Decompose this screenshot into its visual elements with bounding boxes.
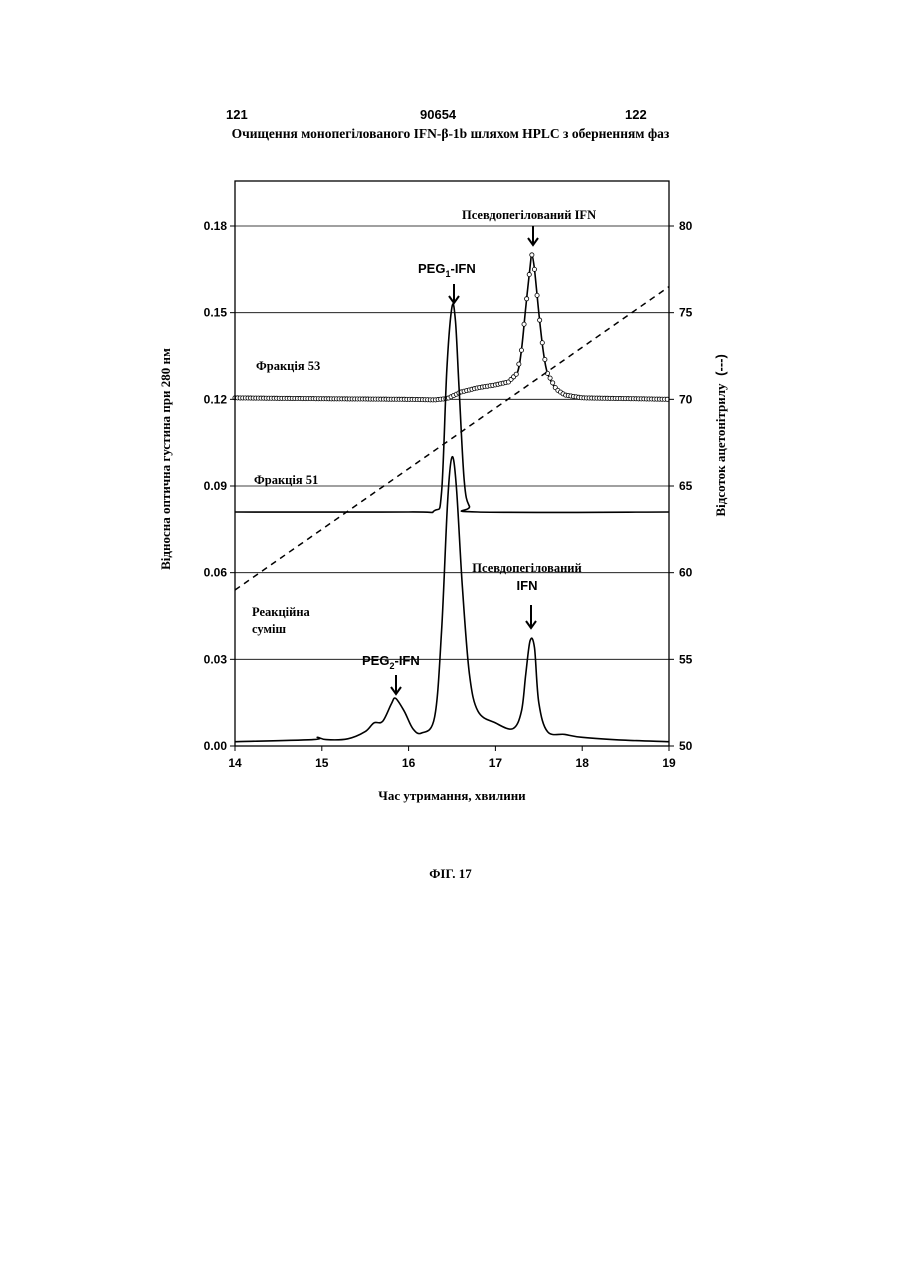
x-tick-label: 16 [402,756,416,770]
y-left-tick-label: 0.06 [204,566,228,580]
y-right-tick-label: 80 [679,219,693,233]
y-right-axis-title: Відсоток ацетонітрилу [713,383,728,517]
label-fraction-51: Фракція 51 [254,473,318,487]
series-0-line [235,255,669,400]
label-peg1-ifn: PEG1-IFN [418,261,476,279]
arrow-pseudo-top [528,226,538,245]
y-right-tick-label: 75 [679,306,693,320]
label-pseudo-ifn-bottom-line2: IFN [517,578,538,593]
y-left-tick-label: 0.00 [204,739,228,753]
label-pseudo-ifn-bottom-line1: Псевдопегілований [472,561,581,575]
grid [235,226,669,659]
y-right-tick-label: 60 [679,566,693,580]
y-left-tick-label: 0.18 [204,219,228,233]
series-2-line [235,457,669,742]
x-axis-title: Час утримання, хвилини [378,788,526,803]
series-0-point [548,376,552,380]
label-reaction-mix-line2: суміш [252,622,286,636]
x-tick-label: 17 [489,756,503,770]
y-right-axis-suffix: (---) [713,354,728,376]
series-acetonitrile-gradient [235,287,669,590]
x-tick-label: 19 [662,756,676,770]
series-0-point [522,322,526,326]
label-fraction-53: Фракція 53 [256,359,320,373]
y-right-tick-label: 65 [679,479,693,493]
series-0-point [535,293,539,297]
label-reaction-mix-line1: Реакційна [252,605,311,619]
series-0-point [525,297,529,301]
y-left-tick-label: 0.09 [204,479,228,493]
series-0-point [543,357,547,361]
y-left-tick-label: 0.12 [204,392,228,406]
arrow-peg2 [391,675,401,694]
y-right-tick-label: 50 [679,739,693,753]
y-left-tick-label: 0.15 [204,306,228,320]
y-right-tick-label: 55 [679,652,693,666]
x-tick-label: 15 [315,756,329,770]
series-0-point [540,341,544,345]
y-right-tick-label: 70 [679,392,693,406]
arrow-pseudo-bottom [526,605,536,628]
x-tick-label: 14 [228,756,242,770]
series-0-point [551,381,555,385]
series-0-point [519,348,523,352]
series-0-point [514,372,518,376]
y-left-axis-title: Відносна оптична густина при 280 нм [158,348,173,570]
y-left-tick-label: 0.03 [204,652,228,666]
arrow-peg1 [449,284,459,303]
series-0-point [538,318,542,322]
x-tick-label: 18 [576,756,590,770]
series-0-point [527,272,531,276]
label-peg2-ifn: PEG2-IFN [362,653,420,671]
label-pseudo-ifn-top: Псевдопегілований IFN [462,208,596,222]
series-0-point [532,267,536,271]
series-layer [233,253,669,742]
series-0-point [517,362,521,366]
figure-caption: ФІГ. 17 [0,866,901,882]
series-0-point [530,253,534,257]
